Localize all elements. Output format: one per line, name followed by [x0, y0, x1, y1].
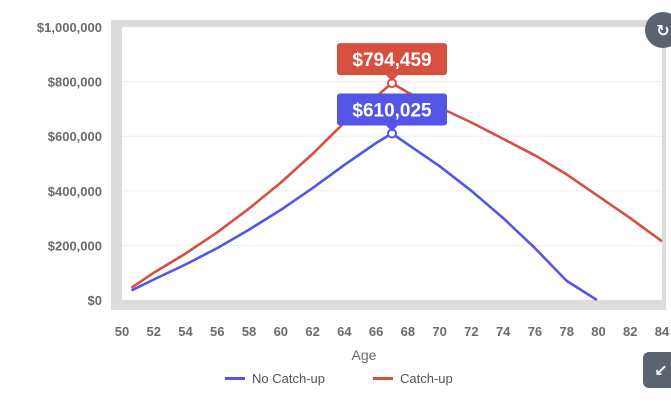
x-tick-label: 82 — [623, 324, 637, 339]
y-tick-label: $1,000,000 — [37, 20, 102, 35]
y-axis-ticks: $0 $200,000 $400,000 $600,000 $800,000 $1,000… — [37, 20, 102, 308]
y-tick-label: $800,000 — [48, 75, 102, 90]
x-tick-label: 52 — [147, 324, 161, 339]
x-tick-label: 58 — [242, 324, 256, 339]
legend: No Catch-up Catch-up — [225, 371, 453, 386]
y-tick-label: $600,000 — [48, 129, 102, 144]
callout-box-no-catch-up — [337, 93, 447, 126]
x-tick-label: 66 — [369, 324, 383, 339]
legend-item-no-catch-up[interactable]: No Catch-up — [225, 371, 325, 386]
refresh-button[interactable]: ↻ — [645, 12, 671, 48]
callout-label-no-catch-up: $610,025 — [352, 100, 432, 121]
collapse-button[interactable]: ↙ — [643, 352, 671, 388]
refresh-icon: ↻ — [656, 20, 670, 40]
x-tick-label: 60 — [274, 324, 288, 339]
x-tick-label: 80 — [591, 324, 605, 339]
callout-pointer-no-catch-up — [386, 125, 398, 132]
collapse-icon: ↙ — [654, 360, 668, 380]
x-tick-label: 68 — [401, 324, 415, 339]
x-tick-label: 78 — [559, 324, 573, 339]
x-tick-label: 56 — [210, 324, 224, 339]
x-tick-label: 64 — [337, 324, 352, 339]
peak-callouts: $794,459 $610,025 — [337, 43, 447, 132]
callout-box-catch-up — [337, 43, 447, 76]
x-tick-label: 70 — [432, 324, 446, 339]
legend-label-catch-up: Catch-up — [399, 371, 453, 386]
callout-pointer-catch-up — [386, 75, 398, 82]
x-tick-label: 84 — [655, 324, 670, 339]
legend-label-no-catch-up: No Catch-up — [252, 371, 325, 386]
x-tick-label: 62 — [305, 324, 319, 339]
x-axis-label: Age — [352, 347, 377, 363]
x-tick-label: 72 — [464, 324, 478, 339]
y-tick-label: $200,000 — [48, 238, 102, 253]
x-axis-ticks: 50 52 54 56 58 60 62 64 66 68 70 72 74 76 78 80 82 84 — [115, 324, 670, 339]
x-tick-label: 74 — [496, 324, 511, 339]
x-tick-label: 54 — [178, 324, 193, 339]
callout-label-catch-up: $794,459 — [352, 50, 431, 71]
legend-swatch-catch-up — [372, 377, 393, 380]
x-tick-label: 50 — [115, 324, 129, 339]
series-line-no-catch-up — [130, 132, 598, 302]
y-tick-label: $400,000 — [48, 184, 102, 199]
legend-item-catch-up[interactable]: Catch-up — [372, 371, 453, 386]
x-tick-label: 76 — [528, 324, 542, 339]
legend-swatch-no-catch-up — [225, 377, 245, 380]
y-tick-label: $0 — [88, 293, 102, 308]
